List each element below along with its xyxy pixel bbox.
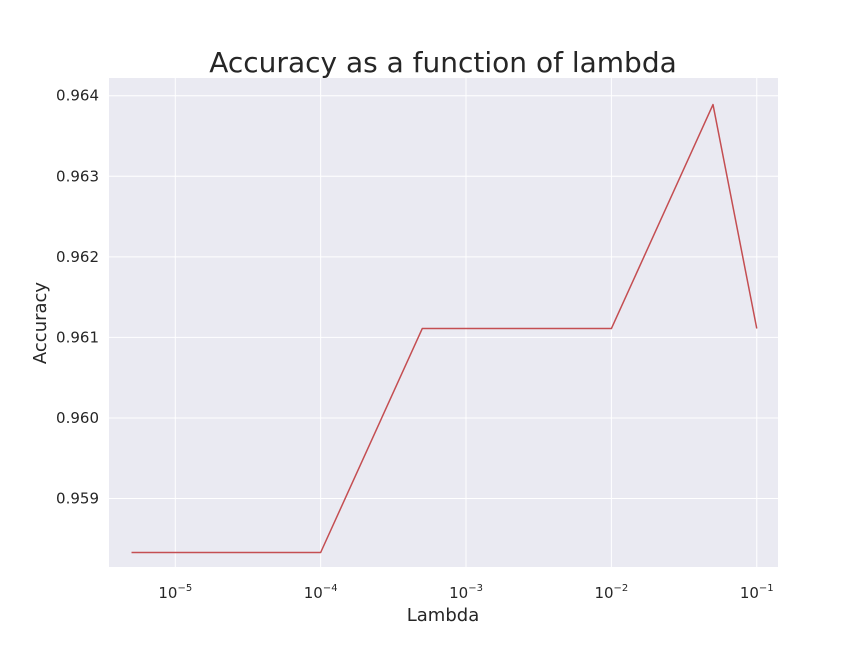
plot-area	[109, 78, 778, 567]
y-tick-label: 0.959	[56, 490, 99, 508]
y-axis-label: Accuracy	[30, 282, 51, 365]
accuracy-series-line	[131, 103, 758, 554]
x-tick-base: 10	[449, 584, 468, 602]
x-tick-label: 10−5	[158, 583, 192, 602]
x-tick-label: 10−3	[449, 583, 483, 602]
x-axis-label: Lambda	[407, 605, 479, 626]
x-tick-label: 10−1	[740, 583, 774, 602]
y-tick-label: 0.961	[56, 328, 99, 346]
chart-title: Accuracy as a function of lambda	[209, 46, 677, 79]
x-tick-exponent: −2	[614, 583, 629, 594]
x-tick-base: 10	[740, 584, 759, 602]
y-tick-label: 0.960	[56, 409, 99, 427]
y-axis-ticks: 0.959 0.960 0.961 0.962 0.963 0.964	[56, 87, 99, 508]
series-layer	[131, 103, 758, 554]
x-tick-exponent: −1	[759, 583, 774, 594]
x-tick-exponent: −4	[323, 583, 338, 594]
y-tick-label: 0.963	[56, 167, 99, 185]
grid-lines	[109, 78, 778, 567]
x-tick-label: 10−2	[594, 583, 628, 602]
y-tick-label: 0.964	[56, 87, 99, 105]
x-tick-exponent: −3	[468, 583, 483, 594]
x-tick-base: 10	[594, 584, 613, 602]
x-tick-base: 10	[304, 584, 323, 602]
x-tick-exponent: −5	[177, 583, 192, 594]
x-tick-base: 10	[158, 584, 177, 602]
x-axis-ticks: 10−5 10−4 10−3 10−2 10−1	[158, 583, 773, 602]
x-tick-label: 10−4	[304, 583, 338, 602]
y-tick-label: 0.962	[56, 248, 99, 266]
